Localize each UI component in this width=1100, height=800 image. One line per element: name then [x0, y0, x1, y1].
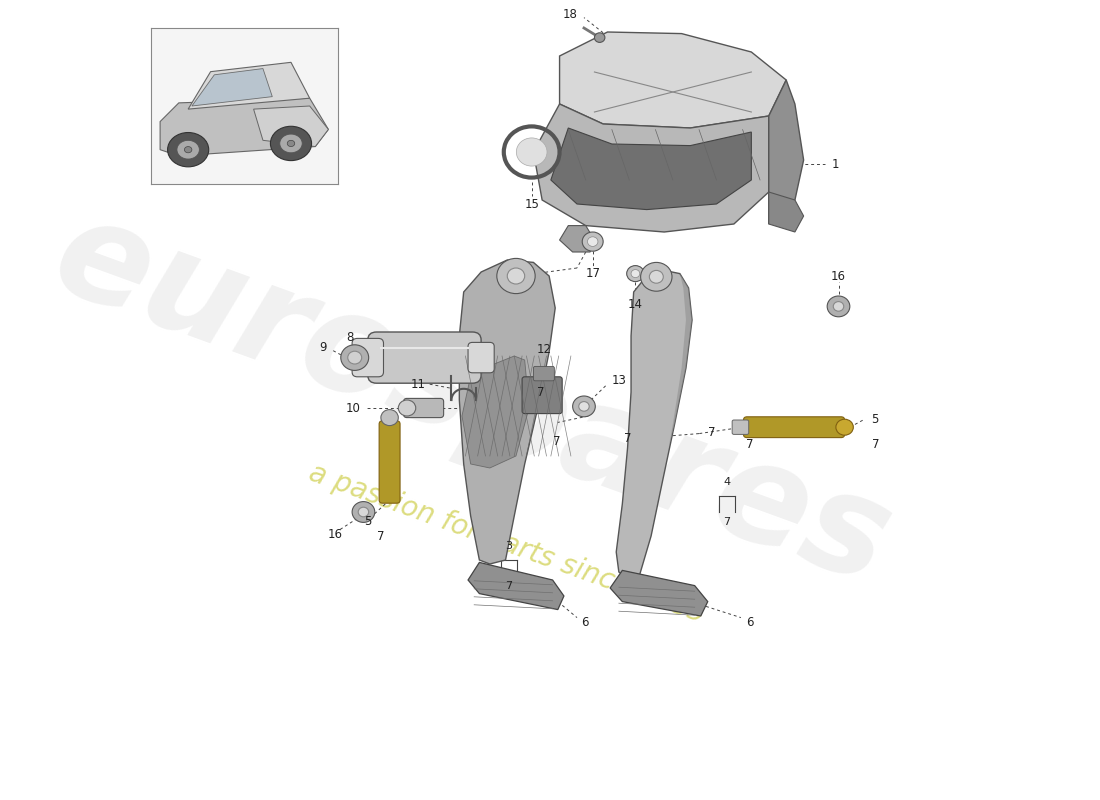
Circle shape [834, 302, 844, 311]
Circle shape [359, 507, 369, 517]
Circle shape [398, 400, 416, 416]
Polygon shape [460, 260, 556, 564]
Text: 6: 6 [582, 616, 588, 629]
Text: 12: 12 [537, 343, 551, 356]
Text: 7: 7 [871, 438, 879, 451]
Circle shape [573, 396, 595, 417]
Text: 7: 7 [708, 426, 716, 438]
Text: eurospares: eurospares [36, 186, 909, 614]
Circle shape [582, 232, 603, 251]
Polygon shape [769, 192, 804, 232]
Text: 9: 9 [319, 342, 327, 354]
Text: 7: 7 [624, 432, 631, 445]
Circle shape [627, 266, 645, 282]
Text: 5: 5 [871, 413, 879, 426]
Text: 6: 6 [746, 616, 754, 629]
Circle shape [497, 258, 536, 294]
Circle shape [381, 410, 398, 426]
Text: 7: 7 [553, 435, 561, 448]
FancyBboxPatch shape [404, 398, 443, 418]
FancyBboxPatch shape [534, 366, 554, 381]
Polygon shape [462, 356, 529, 468]
Circle shape [594, 33, 605, 42]
Circle shape [827, 296, 850, 317]
Polygon shape [468, 562, 564, 610]
Text: 7: 7 [537, 386, 544, 398]
Text: 7: 7 [724, 517, 730, 526]
FancyBboxPatch shape [352, 338, 384, 377]
FancyBboxPatch shape [379, 421, 400, 503]
Polygon shape [534, 104, 769, 232]
Circle shape [348, 351, 362, 364]
Text: 7: 7 [377, 530, 385, 542]
Polygon shape [616, 270, 692, 578]
Circle shape [579, 402, 590, 411]
Polygon shape [551, 128, 751, 210]
Text: 10: 10 [346, 402, 361, 414]
Text: 7: 7 [505, 581, 513, 590]
Text: 4: 4 [724, 477, 730, 486]
Text: 18: 18 [562, 8, 578, 21]
FancyBboxPatch shape [733, 420, 749, 434]
Circle shape [507, 268, 525, 284]
Circle shape [587, 237, 598, 246]
Polygon shape [669, 274, 692, 448]
FancyBboxPatch shape [744, 417, 845, 438]
FancyBboxPatch shape [367, 332, 481, 383]
Circle shape [516, 138, 547, 166]
Text: 3: 3 [506, 541, 513, 550]
Text: 7: 7 [746, 438, 754, 451]
FancyBboxPatch shape [522, 377, 562, 414]
Text: 8: 8 [346, 331, 354, 344]
Text: 16: 16 [830, 270, 846, 282]
Text: 11: 11 [410, 378, 426, 390]
Text: 5: 5 [364, 515, 372, 528]
Polygon shape [610, 570, 707, 616]
Text: a passion for parts since 1985: a passion for parts since 1985 [306, 459, 710, 629]
Circle shape [352, 502, 375, 522]
Circle shape [631, 270, 640, 278]
Polygon shape [560, 32, 786, 128]
Polygon shape [560, 226, 594, 252]
Circle shape [649, 270, 663, 283]
Text: 13: 13 [612, 374, 627, 386]
FancyBboxPatch shape [468, 342, 494, 373]
Polygon shape [769, 80, 804, 224]
Text: 17: 17 [585, 267, 601, 280]
Text: 16: 16 [327, 528, 342, 541]
Circle shape [836, 419, 854, 435]
Text: 14: 14 [628, 298, 642, 310]
Text: 1: 1 [832, 158, 839, 170]
Text: 15: 15 [525, 198, 539, 210]
Circle shape [341, 345, 368, 370]
Circle shape [640, 262, 672, 291]
